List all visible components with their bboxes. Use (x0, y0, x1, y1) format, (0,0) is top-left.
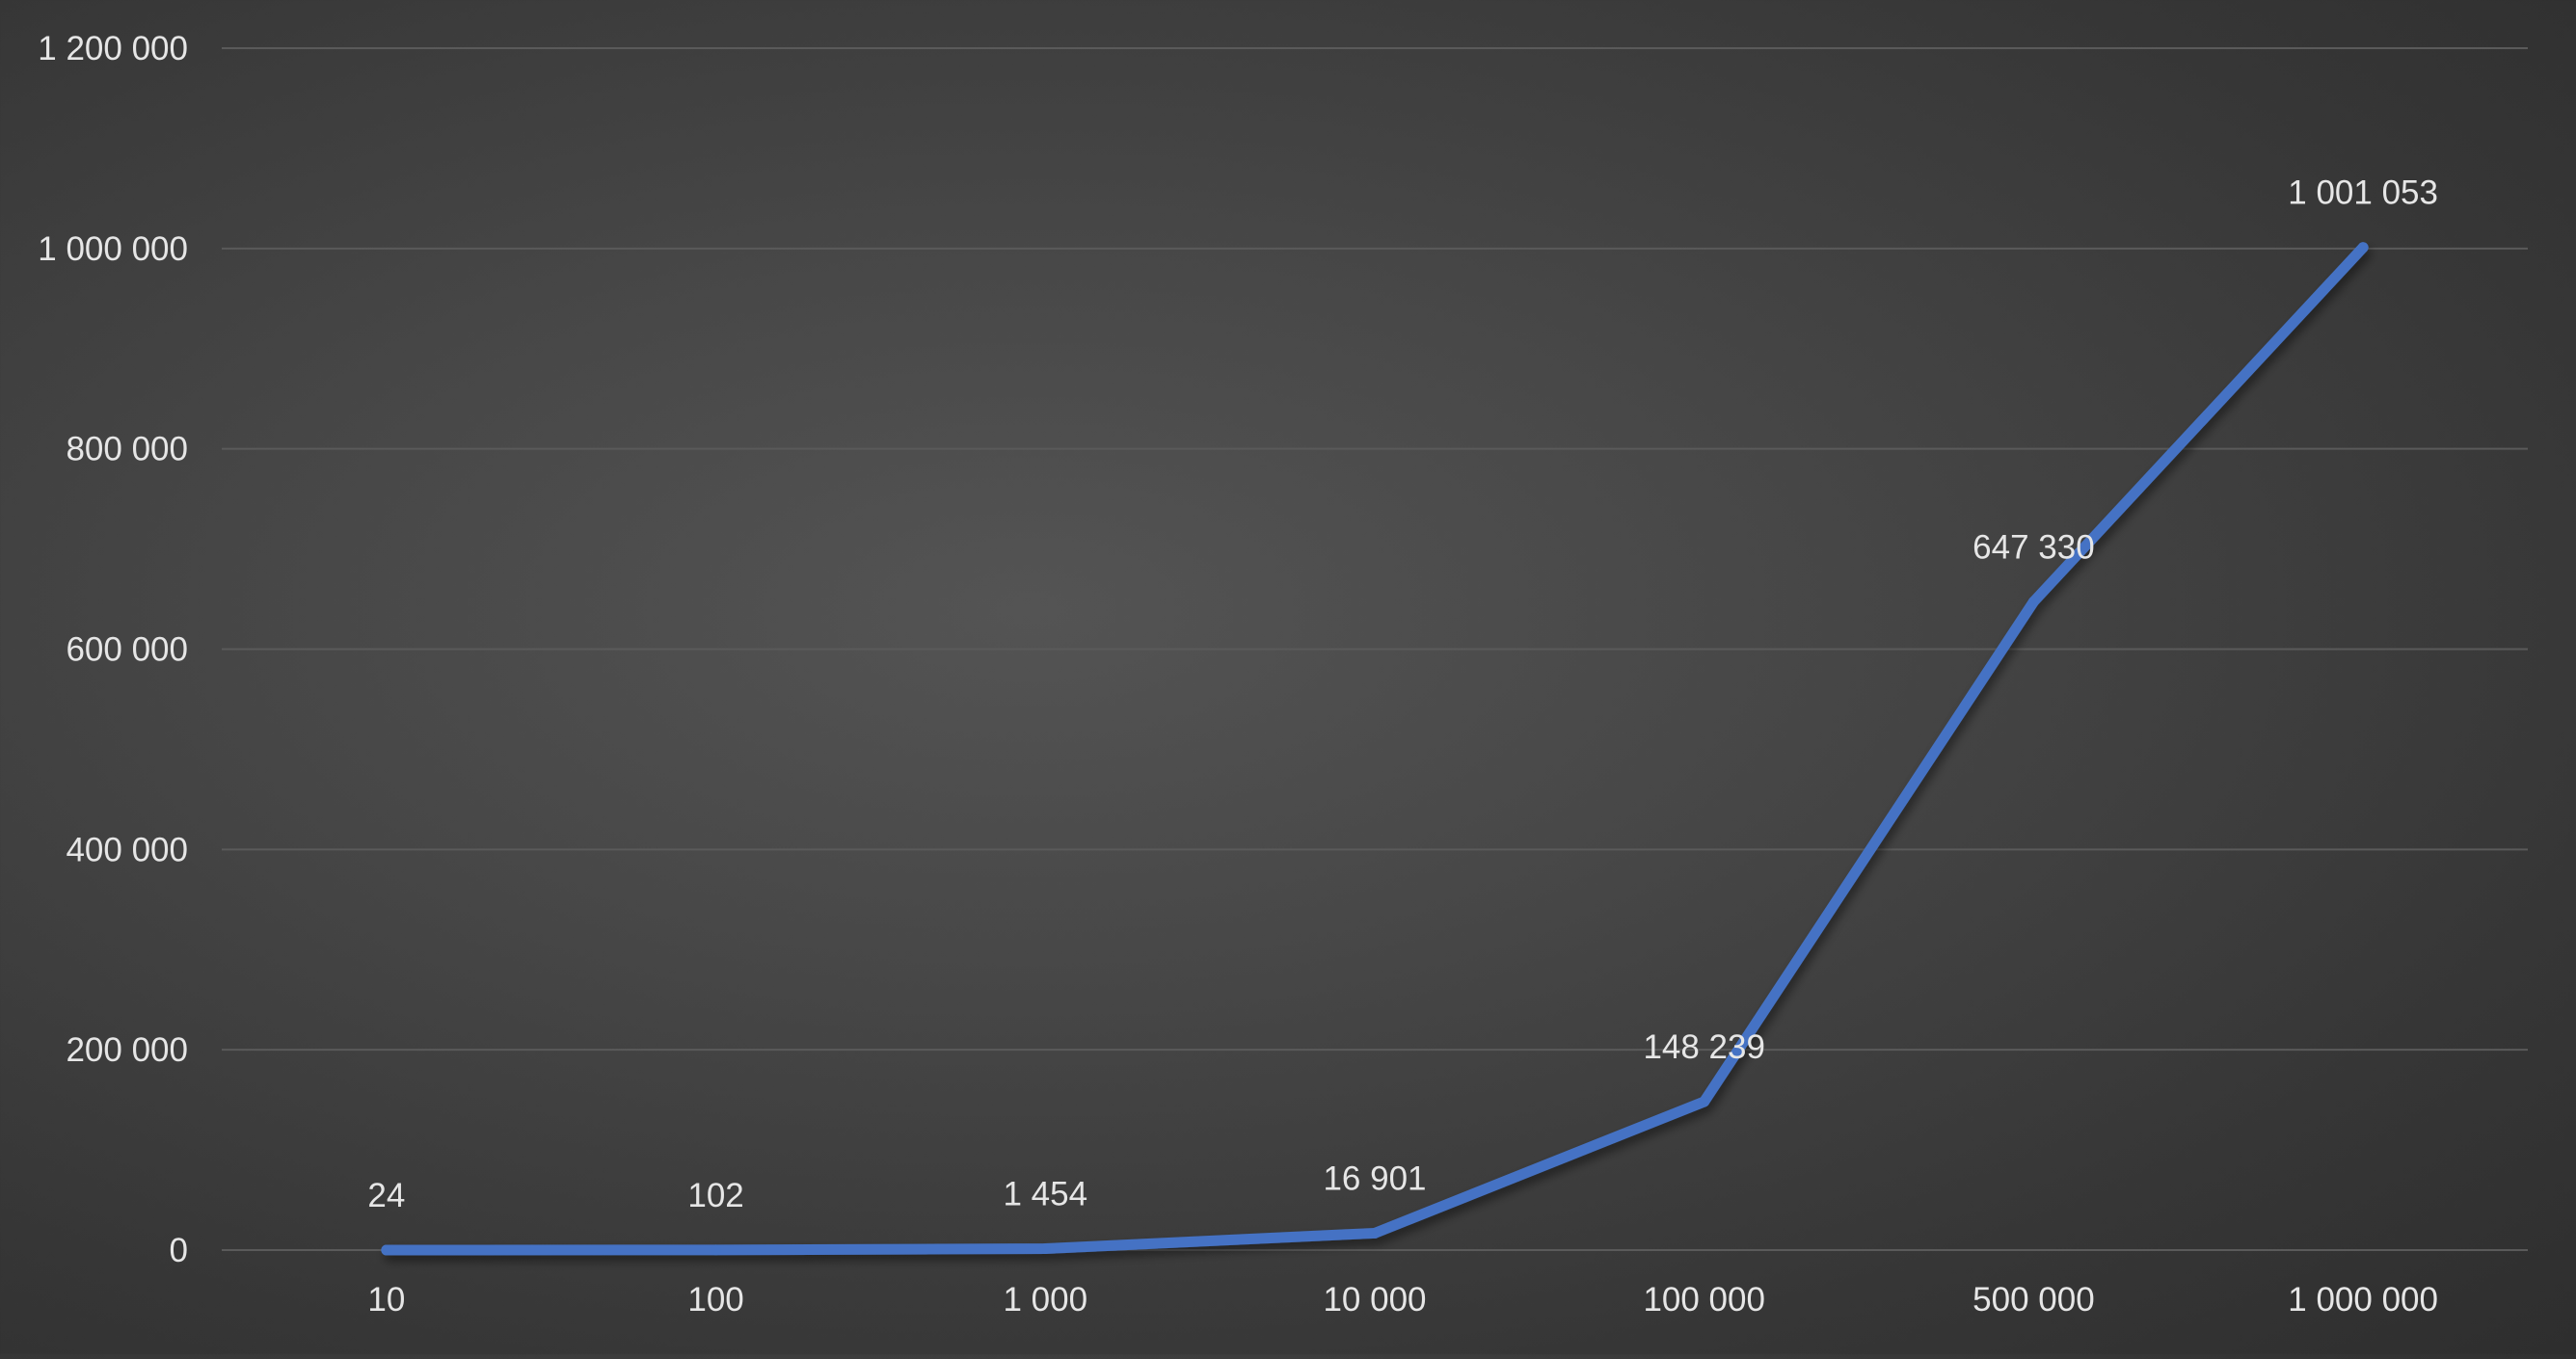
x-tick-label: 100 000 (1643, 1281, 1765, 1319)
x-tick-label: 10 000 (1323, 1281, 1426, 1319)
y-tick-label: 400 000 (66, 831, 188, 868)
data-label: 148 239 (1643, 1028, 1765, 1066)
y-tick-label: 0 (170, 1232, 188, 1269)
y-axis-tick-labels: 0 200 000 400 000 600 000 800 000 1 000 000 1 … (38, 30, 188, 1269)
data-label: 1 454 (1003, 1175, 1087, 1212)
y-tick-label: 600 000 (66, 631, 188, 669)
x-tick-label: 1 000 000 (2288, 1281, 2438, 1319)
x-tick-label: 1 000 (1003, 1281, 1087, 1319)
x-tick-label: 10 (367, 1281, 405, 1319)
data-point (1369, 1227, 1381, 1239)
y-tick-label: 800 000 (66, 431, 188, 468)
data-point (381, 1244, 392, 1256)
y-tick-label: 200 000 (66, 1031, 188, 1069)
data-label: 16 901 (1323, 1159, 1426, 1197)
data-point (1039, 1242, 1051, 1254)
data-labels: 24 102 1 454 16 901 148 239 647 330 1 001 053 (367, 174, 2438, 1214)
data-point (2357, 242, 2369, 253)
x-tick-label: 100 (687, 1281, 743, 1319)
data-label: 24 (367, 1177, 405, 1214)
data-point (1699, 1096, 1710, 1107)
data-label: 1 001 053 (2288, 174, 2438, 212)
data-label: 102 (687, 1177, 743, 1214)
y-tick-label: 1 000 000 (38, 230, 188, 268)
data-label: 647 330 (1972, 528, 2095, 566)
data-point (2027, 596, 2039, 607)
x-tick-label: 500 000 (1972, 1281, 2095, 1319)
series-line (381, 242, 2369, 1256)
series-layer (381, 242, 2369, 1256)
gridlines (222, 47, 2528, 1251)
x-axis-tick-labels: 10 100 1 000 10 000 100 000 500 000 1 000 000 (367, 1281, 2438, 1319)
data-point (711, 1244, 722, 1256)
y-tick-label: 1 200 000 (38, 30, 188, 67)
